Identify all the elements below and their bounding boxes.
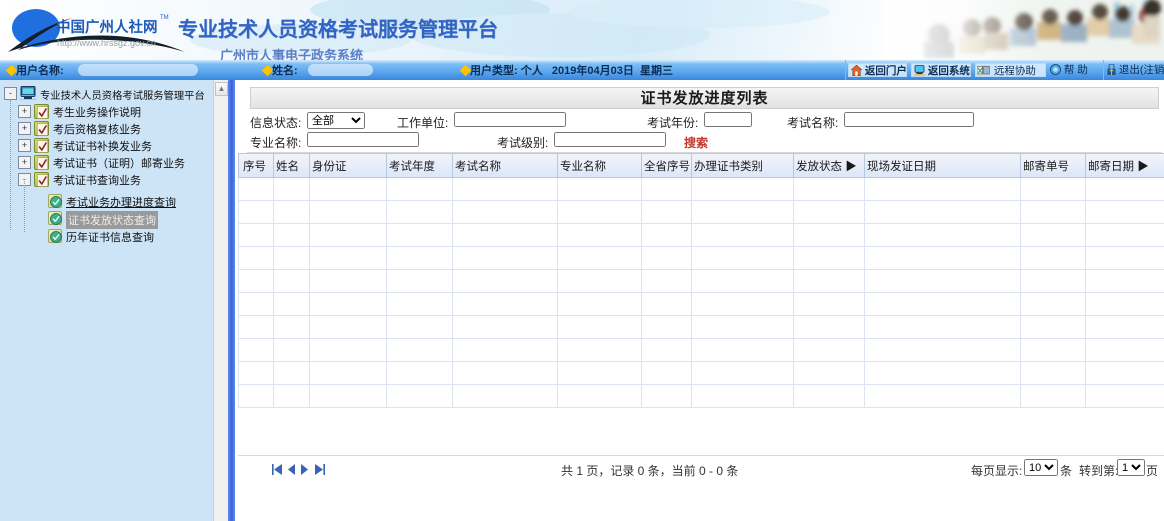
svg-text:TM: TM <box>160 15 169 21</box>
svg-text:中国广州人社网: 中国广州人社网 <box>56 18 158 36</box>
svg-text:http://www.hrssgz.gov.cn: http://www.hrssgz.gov.cn <box>57 38 156 48</box>
